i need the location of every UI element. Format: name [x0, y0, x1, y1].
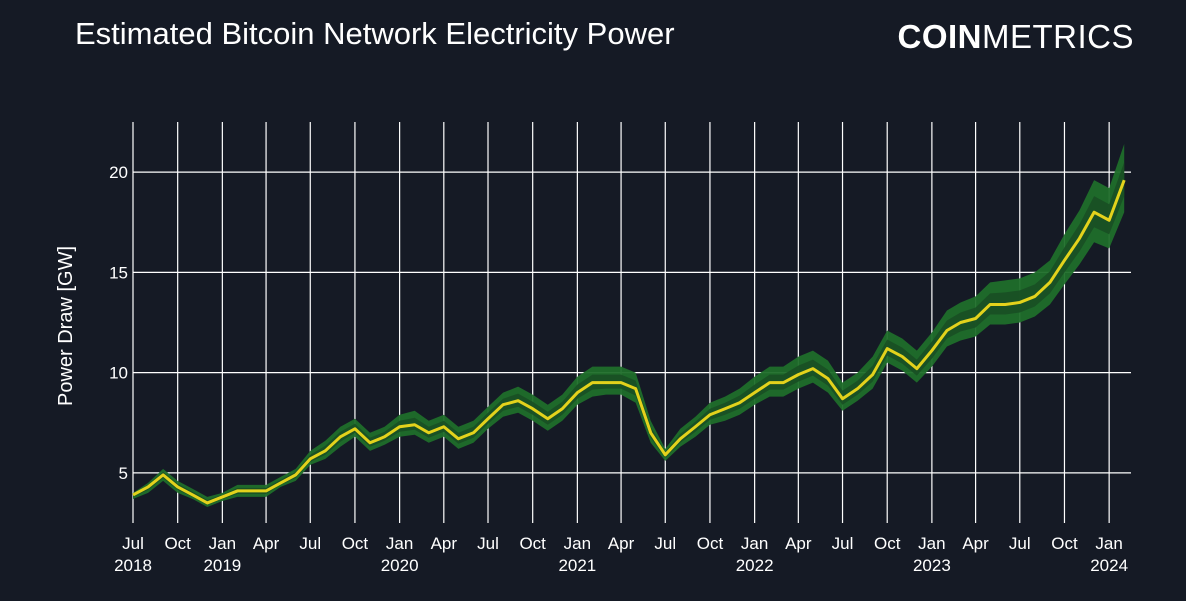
x-tick-year-2: 2019	[203, 556, 241, 575]
x-tick-year-0: 2018	[114, 556, 152, 575]
x-tick-label-22: Jan	[1095, 534, 1122, 553]
y-axis-label: Power Draw [GW]	[55, 246, 77, 406]
x-axis-ticks: Jul 2018 Oct Jan 2019 Apr Jul Oct Jan 2020 Apr Jul O…	[114, 534, 1128, 575]
x-tick-label-10: Jan	[564, 534, 591, 553]
x-tick-label-13: Oct	[697, 534, 724, 553]
x-tick-label-3: Apr	[253, 534, 280, 553]
x-tick-label-7: Apr	[431, 534, 458, 553]
x-tick-label-1: Oct	[164, 534, 191, 553]
coinmetrics-logo: COINMETRICS	[898, 18, 1135, 56]
y-tick-label-2: 15	[109, 263, 128, 282]
logo-light-text: METRICS	[982, 18, 1134, 55]
x-tick-label-0: Jul	[122, 534, 144, 553]
series-line-group	[132, 179, 1126, 505]
x-tick-label-12: Jul	[654, 534, 676, 553]
y-tick-label-3: 20	[109, 163, 128, 182]
x-tick-label-20: Jul	[1009, 534, 1031, 553]
x-tick-label-8: Jul	[477, 534, 499, 553]
logo-bold-text: COIN	[897, 18, 982, 55]
x-tick-label-14: Jan	[741, 534, 768, 553]
y-tick-label-1: 10	[109, 364, 128, 383]
x-tick-label-17: Oct	[874, 534, 901, 553]
series-line	[132, 179, 1126, 505]
x-tick-label-15: Apr	[785, 534, 812, 553]
x-tick-label-16: Jul	[832, 534, 854, 553]
x-tick-label-6: Jan	[386, 534, 413, 553]
x-tick-label-9: Oct	[519, 534, 546, 553]
x-tick-label-5: Oct	[342, 534, 369, 553]
x-tick-label-4: Jul	[299, 534, 321, 553]
x-tick-label-19: Apr	[962, 534, 989, 553]
x-tick-year-14: 2022	[736, 556, 774, 575]
y-tick-label-0: 5	[119, 464, 128, 483]
x-tick-year-10: 2021	[558, 556, 596, 575]
x-tick-label-18: Jan	[918, 534, 945, 553]
x-tick-label-21: Oct	[1051, 534, 1078, 553]
x-tick-year-22: 2024	[1090, 556, 1128, 575]
x-tick-label-2: Jan	[209, 534, 236, 553]
chart-title: Estimated Bitcoin Network Electricity Po…	[75, 16, 675, 51]
y-axis-ticks: 5 10 15 20	[109, 163, 128, 483]
x-tick-year-6: 2020	[381, 556, 419, 575]
x-tick-year-18: 2023	[913, 556, 951, 575]
x-tick-label-11: Apr	[608, 534, 635, 553]
